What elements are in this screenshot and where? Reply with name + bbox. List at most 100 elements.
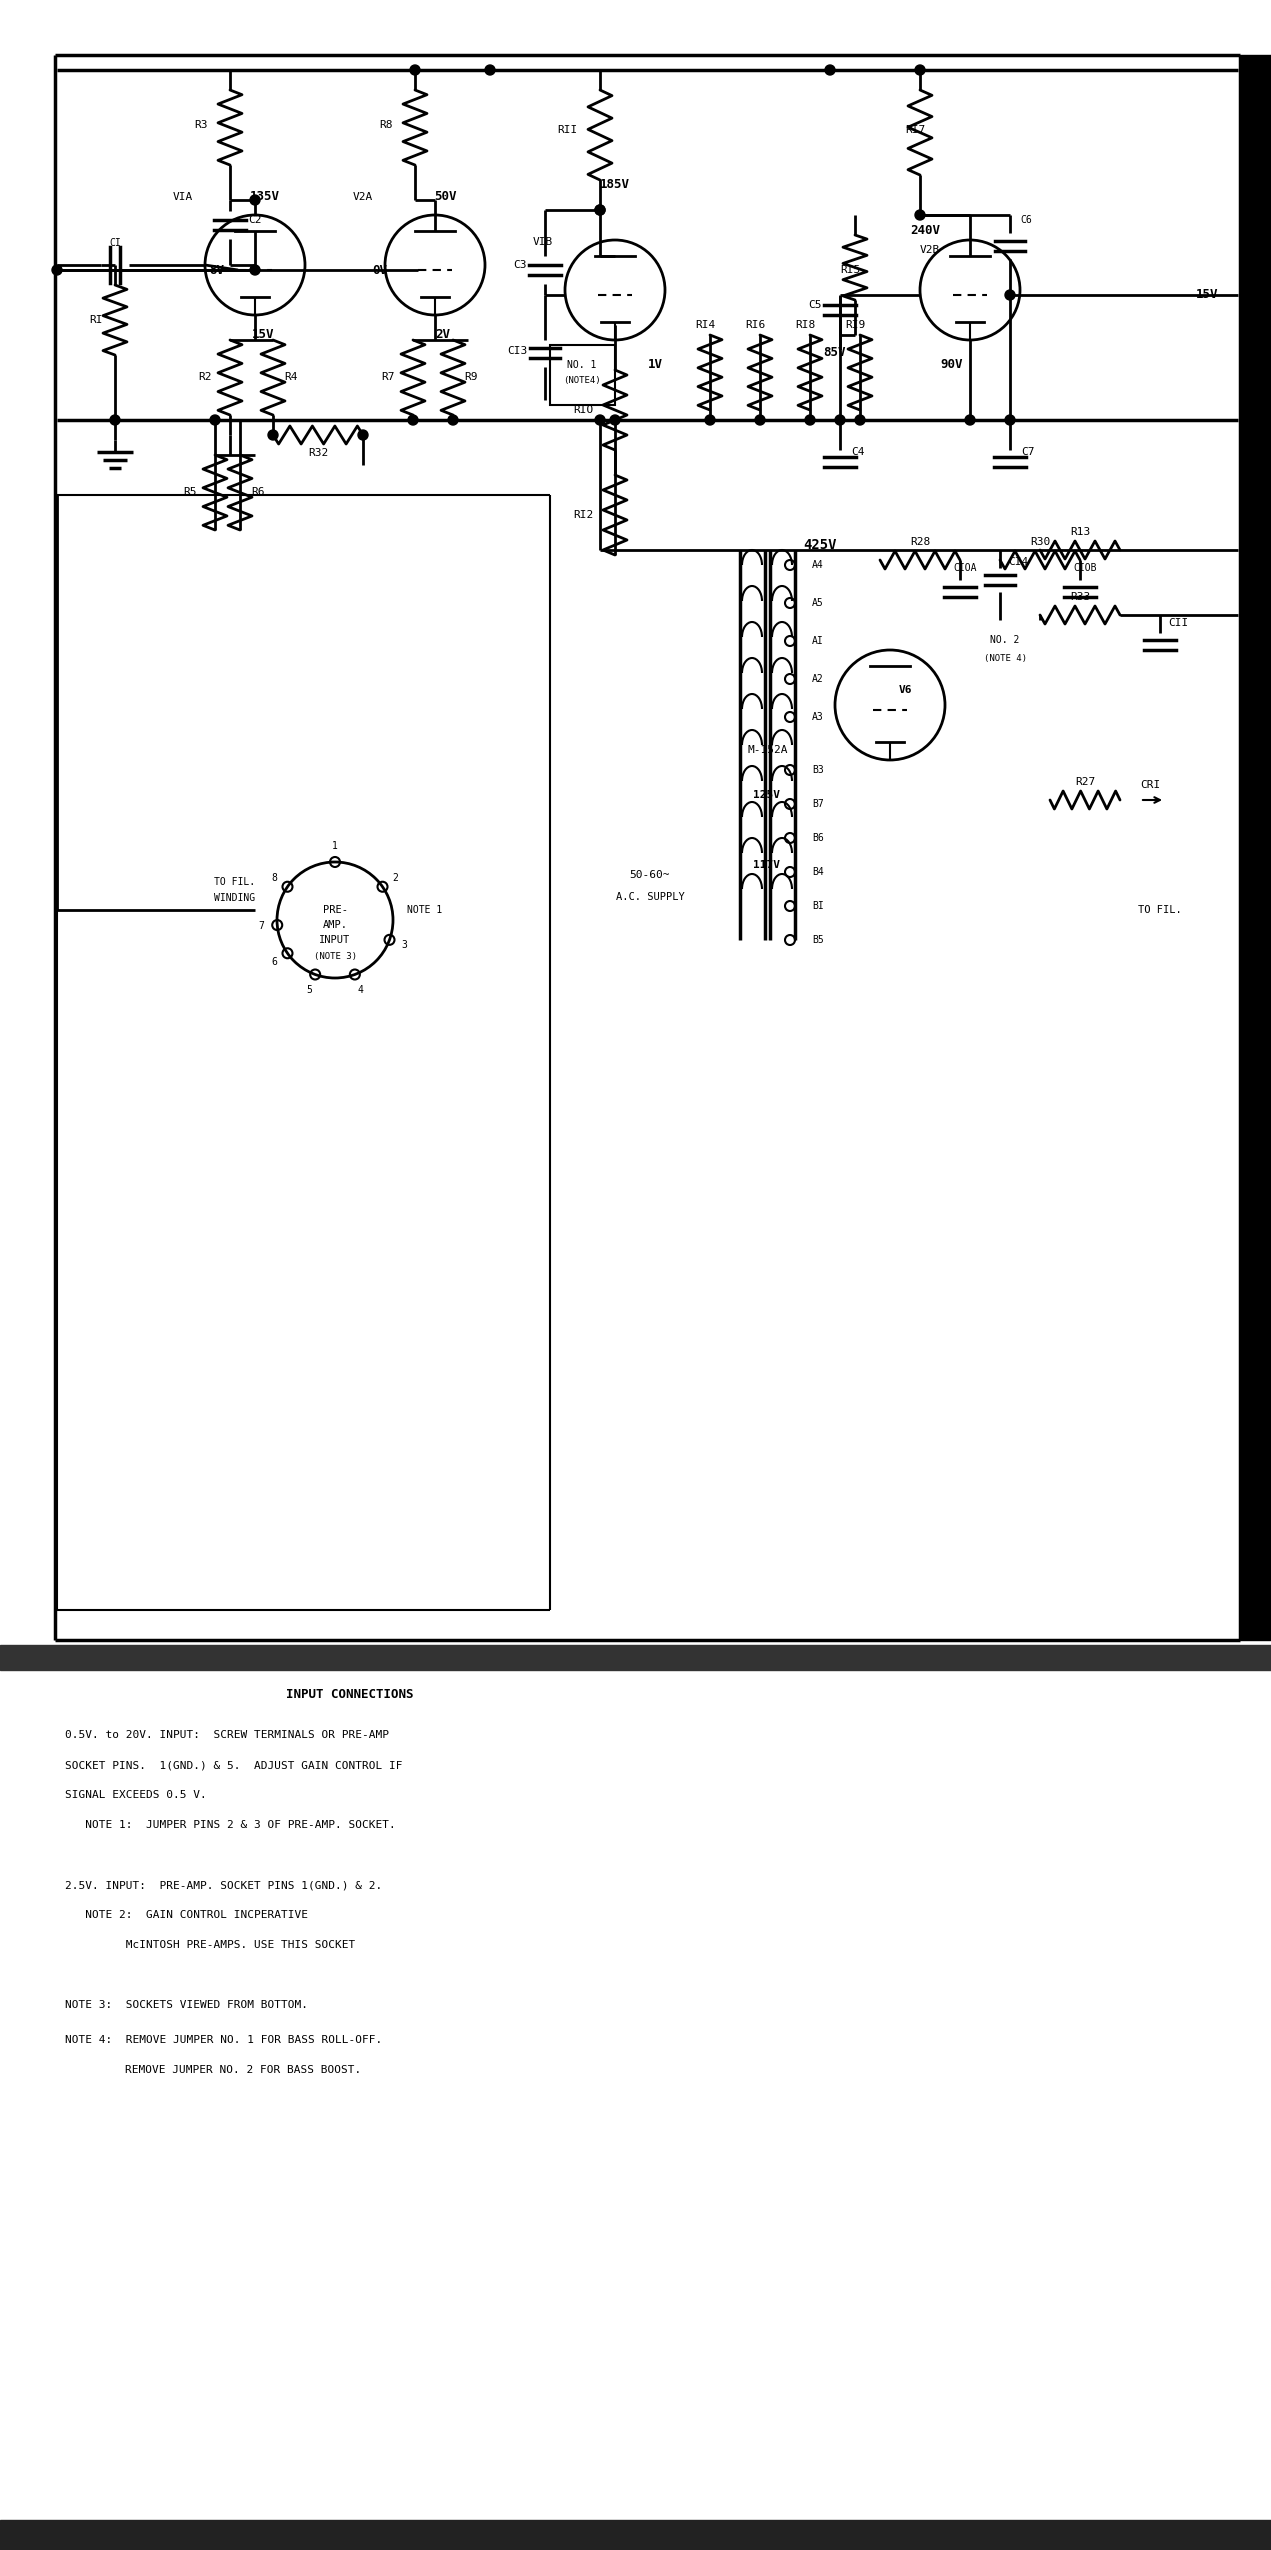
Circle shape [111, 416, 119, 426]
Circle shape [210, 416, 220, 426]
Text: 1V: 1V [647, 360, 662, 372]
Text: V2B: V2B [920, 245, 941, 255]
Text: A2: A2 [812, 673, 824, 683]
Text: RIO: RIO [573, 405, 594, 416]
Text: CRI: CRI [1140, 780, 1160, 790]
Circle shape [855, 416, 866, 426]
Text: 8: 8 [272, 872, 277, 882]
Text: 4: 4 [357, 984, 364, 995]
Text: 15V: 15V [1196, 288, 1218, 301]
Circle shape [408, 416, 418, 426]
Bar [550, 344, 615, 405]
Text: RI6: RI6 [745, 319, 765, 329]
Text: CIOB: CIOB [1073, 564, 1097, 574]
Text: B3: B3 [812, 765, 824, 775]
Text: CIOA: CIOA [953, 564, 976, 574]
Text: 8V: 8V [210, 263, 225, 275]
Text: 240V: 240V [910, 224, 941, 237]
Text: R9: R9 [464, 372, 478, 382]
Circle shape [595, 204, 605, 214]
Text: WINDING: WINDING [214, 892, 255, 903]
Text: R7: R7 [381, 372, 395, 382]
Text: NOTE 2:  GAIN CONTROL INCPERATIVE: NOTE 2: GAIN CONTROL INCPERATIVE [65, 1910, 308, 1920]
Text: NOTE 3:  SOCKETS VIEWED FROM BOTTOM.: NOTE 3: SOCKETS VIEWED FROM BOTTOM. [65, 1999, 308, 2009]
Text: C5: C5 [808, 301, 822, 311]
Text: 135V: 135V [250, 191, 280, 204]
Text: RI8: RI8 [794, 319, 815, 329]
Text: R27: R27 [1075, 778, 1096, 788]
Circle shape [610, 416, 620, 426]
Text: NO. 1: NO. 1 [567, 360, 596, 370]
Text: R28: R28 [910, 538, 930, 548]
Text: 50-60~: 50-60~ [629, 870, 670, 880]
Text: RI: RI [89, 316, 103, 324]
Text: 90V: 90V [941, 360, 963, 372]
Text: RI9: RI9 [845, 319, 866, 329]
Text: AI: AI [812, 635, 824, 645]
Text: NO. 2: NO. 2 [990, 635, 1019, 645]
Text: TO FIL.: TO FIL. [1138, 905, 1182, 915]
Text: B4: B4 [812, 867, 824, 877]
Text: AMP.: AMP. [323, 921, 347, 931]
Text: McINTOSH PRE-AMPS. USE THIS SOCKET: McINTOSH PRE-AMPS. USE THIS SOCKET [65, 1941, 356, 1951]
Text: RI4: RI4 [695, 319, 716, 329]
Text: CI3: CI3 [507, 347, 527, 357]
Circle shape [825, 64, 835, 74]
Text: C6: C6 [1021, 214, 1032, 224]
Text: REMOVE JUMPER NO. 2 FOR BASS BOOST.: REMOVE JUMPER NO. 2 FOR BASS BOOST. [125, 2066, 361, 2076]
Text: R8: R8 [380, 120, 393, 130]
Circle shape [250, 265, 261, 275]
Text: A4: A4 [812, 561, 824, 571]
Text: CII: CII [1168, 617, 1188, 627]
Text: A.C. SUPPLY: A.C. SUPPLY [615, 892, 684, 903]
Text: A3: A3 [812, 711, 824, 722]
Text: RI2: RI2 [573, 510, 594, 520]
Text: 2V: 2V [436, 329, 450, 342]
Text: A5: A5 [812, 599, 824, 607]
Circle shape [705, 416, 716, 426]
Circle shape [268, 431, 278, 441]
Bar [0, 2519, 1271, 2550]
Circle shape [835, 416, 845, 426]
Text: R33: R33 [1070, 592, 1091, 602]
Text: C3: C3 [513, 260, 527, 270]
Text: 0V: 0V [372, 263, 388, 275]
Circle shape [250, 194, 261, 204]
Bar [0, 1645, 1271, 1670]
Text: INPUT: INPUT [319, 936, 351, 946]
Text: CI: CI [109, 237, 121, 247]
Text: BI: BI [812, 900, 824, 910]
Circle shape [805, 416, 815, 426]
Text: R6: R6 [252, 487, 264, 497]
Circle shape [1005, 416, 1016, 426]
Text: NOTE 4:  REMOVE JUMPER NO. 1 FOR BASS ROLL-OFF.: NOTE 4: REMOVE JUMPER NO. 1 FOR BASS ROL… [65, 2035, 383, 2045]
Text: SIGNAL EXCEEDS 0.5 V.: SIGNAL EXCEEDS 0.5 V. [65, 1790, 207, 1800]
Text: VIA: VIA [173, 191, 193, 201]
Text: 117V: 117V [752, 859, 780, 870]
Text: R2: R2 [198, 372, 212, 382]
Text: RII: RII [558, 125, 578, 135]
Text: B5: B5 [812, 936, 824, 946]
Text: B7: B7 [812, 798, 824, 808]
Text: (NOTE 3): (NOTE 3) [314, 951, 356, 961]
Circle shape [486, 64, 494, 74]
Circle shape [755, 416, 765, 426]
Circle shape [595, 204, 605, 214]
Text: 6: 6 [272, 956, 277, 966]
Text: V2A: V2A [353, 191, 372, 201]
Text: C4: C4 [852, 446, 864, 456]
Text: 2.5V. INPUT:  PRE-AMP. SOCKET PINS 1(GND.) & 2.: 2.5V. INPUT: PRE-AMP. SOCKET PINS 1(GND.… [65, 1879, 383, 1890]
Text: 125V: 125V [752, 790, 780, 801]
Text: 2: 2 [393, 872, 399, 882]
Text: R5: R5 [183, 487, 197, 497]
Text: INPUT CONNECTIONS: INPUT CONNECTIONS [286, 1688, 414, 1701]
Text: TO FIL.: TO FIL. [214, 877, 255, 887]
Text: (NOTE4): (NOTE4) [563, 375, 601, 385]
Text: R30: R30 [1030, 538, 1050, 548]
Circle shape [52, 265, 62, 275]
Circle shape [411, 64, 419, 74]
Text: B6: B6 [812, 834, 824, 844]
Text: C7: C7 [1022, 446, 1035, 456]
Text: CI4: CI4 [1008, 556, 1028, 566]
Text: NOTE 1: NOTE 1 [408, 905, 442, 915]
